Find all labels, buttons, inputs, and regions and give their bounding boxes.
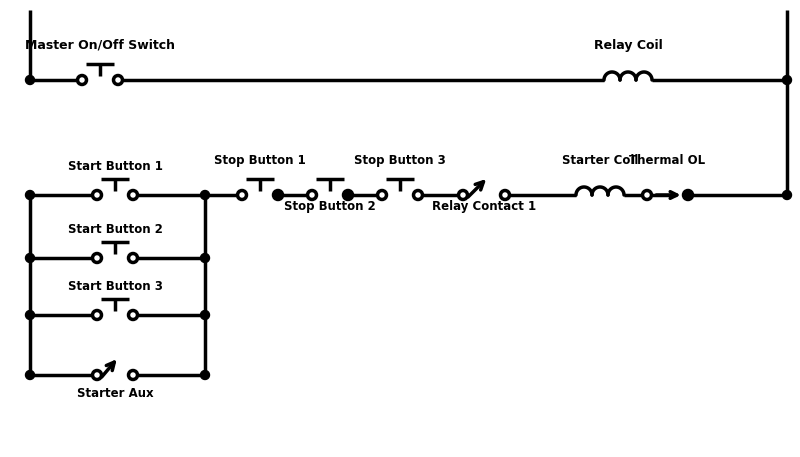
Circle shape <box>414 191 422 200</box>
Circle shape <box>238 191 246 200</box>
Circle shape <box>343 191 353 200</box>
Circle shape <box>93 254 102 262</box>
Circle shape <box>683 191 693 200</box>
Circle shape <box>93 191 102 200</box>
Text: Start Button 3: Start Button 3 <box>67 280 162 293</box>
Circle shape <box>782 191 791 200</box>
Circle shape <box>78 75 86 85</box>
Circle shape <box>26 191 34 200</box>
Circle shape <box>501 191 510 200</box>
Circle shape <box>201 254 210 262</box>
Circle shape <box>201 310 210 319</box>
Circle shape <box>274 191 282 200</box>
Text: Stop Button 2: Stop Button 2 <box>284 200 376 213</box>
Circle shape <box>378 191 386 200</box>
Circle shape <box>129 310 138 319</box>
Circle shape <box>201 371 210 379</box>
Circle shape <box>93 310 102 319</box>
Text: Master On/Off Switch: Master On/Off Switch <box>25 39 175 52</box>
Circle shape <box>782 75 791 85</box>
Circle shape <box>26 371 34 379</box>
Circle shape <box>26 310 34 319</box>
Circle shape <box>93 371 102 379</box>
Text: Stop Button 1: Stop Button 1 <box>214 154 306 167</box>
Text: Starter Coil: Starter Coil <box>562 154 638 167</box>
Text: Starter Aux: Starter Aux <box>77 387 154 400</box>
Circle shape <box>307 191 317 200</box>
Circle shape <box>458 191 467 200</box>
Circle shape <box>683 191 693 200</box>
Text: Relay Coil: Relay Coil <box>594 39 662 52</box>
Circle shape <box>26 254 34 262</box>
Circle shape <box>114 75 122 85</box>
Circle shape <box>129 191 138 200</box>
Text: Thermal OL: Thermal OL <box>630 154 706 167</box>
Text: Start Button 2: Start Button 2 <box>67 223 162 236</box>
Circle shape <box>343 191 353 200</box>
Circle shape <box>642 191 651 200</box>
Circle shape <box>201 191 210 200</box>
Text: Start Button 1: Start Button 1 <box>67 160 162 173</box>
Text: Stop Button 3: Stop Button 3 <box>354 154 446 167</box>
Circle shape <box>274 191 282 200</box>
Text: Relay Contact 1: Relay Contact 1 <box>432 200 536 213</box>
Circle shape <box>129 254 138 262</box>
Circle shape <box>129 371 138 379</box>
Circle shape <box>26 75 34 85</box>
